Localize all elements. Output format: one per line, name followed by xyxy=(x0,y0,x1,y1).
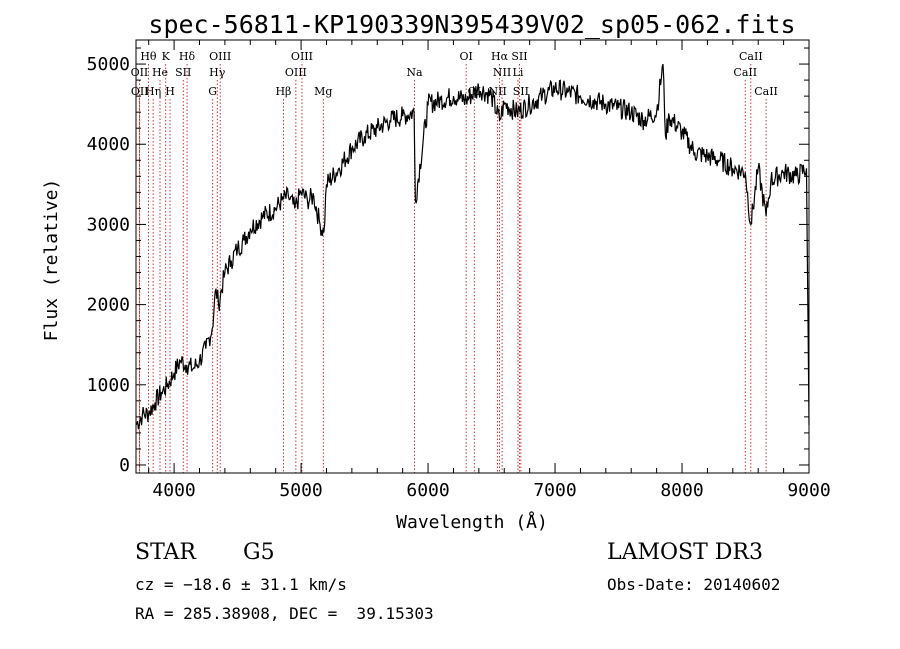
line-marker-label: OII xyxy=(131,85,149,98)
line-marker-label: Hγ xyxy=(209,66,226,79)
survey-label: LAMOST DR3 xyxy=(607,540,763,565)
line-marker-label: OIII xyxy=(209,50,231,63)
line-marker-label: Hδ xyxy=(179,50,196,63)
line-marker-label: Hθ xyxy=(140,50,157,63)
line-marker-label: OII xyxy=(131,66,149,79)
line-marker-label: Mg xyxy=(314,85,332,98)
line-marker-label: G xyxy=(208,85,217,98)
x-axis: 4000 5000 6000 7000 8000 9000 xyxy=(148,40,831,501)
line-marker-label: He xyxy=(152,66,168,79)
y-tick-label: 4000 xyxy=(87,134,130,155)
y-axis: 0 1000 2000 3000 4000 5000 xyxy=(87,47,809,476)
y-axis-label: Flux (relative) xyxy=(41,179,62,342)
line-marker-label: H xyxy=(165,85,175,98)
redshift-velocity: cz = −18.6 ± 31.1 km/s xyxy=(135,575,347,594)
observation-date: Obs-Date: 20140602 xyxy=(607,575,781,594)
line-marker-label: OIII xyxy=(285,66,307,79)
line-marker-label: SII xyxy=(513,85,529,98)
line-marker-label: OI xyxy=(459,50,472,63)
x-tick-label: 6000 xyxy=(406,480,449,501)
x-tick-label: 5000 xyxy=(279,480,322,501)
x-tick-label: 7000 xyxy=(533,480,576,501)
line-marker-label: CaII xyxy=(733,66,757,79)
sky-coordinates: RA = 285.38908, DEC = 39.15303 xyxy=(135,604,434,623)
y-tick-label: 1000 xyxy=(87,375,130,396)
line-marker-label: NII xyxy=(493,66,511,79)
line-marker-label: SII xyxy=(175,66,191,79)
line-marker-label: Hβ xyxy=(275,85,291,98)
x-axis-label: Wavelength (Å) xyxy=(396,511,548,533)
spectrum-line xyxy=(135,63,810,430)
x-tick-label: 8000 xyxy=(660,480,703,501)
line-marker-label: Hη xyxy=(145,85,161,98)
y-tick-label: 2000 xyxy=(87,295,130,316)
line-marker-label: SII xyxy=(511,50,527,63)
chart-title: spec-56811-KP190339N395439V02_sp05-062.f… xyxy=(148,10,795,39)
classification: STAR xyxy=(135,540,196,565)
line-marker-label: Hα xyxy=(491,50,509,63)
x-tick-label: 9000 xyxy=(787,480,830,501)
x-tick-label: 4000 xyxy=(152,480,195,501)
line-marker-label: Na xyxy=(406,66,423,79)
line-marker-label: K xyxy=(162,50,171,63)
line-marker-label: CaII xyxy=(739,50,763,63)
y-tick-label: 3000 xyxy=(87,214,130,235)
line-marker-label: OIII xyxy=(291,50,313,63)
plot-frame xyxy=(135,39,810,474)
y-tick-label: 5000 xyxy=(87,54,130,75)
line-marker-label: Li xyxy=(513,66,524,79)
subclass: G5 xyxy=(243,540,275,565)
y-tick-label: 0 xyxy=(119,455,130,476)
line-marker-label: CaII xyxy=(754,85,778,98)
